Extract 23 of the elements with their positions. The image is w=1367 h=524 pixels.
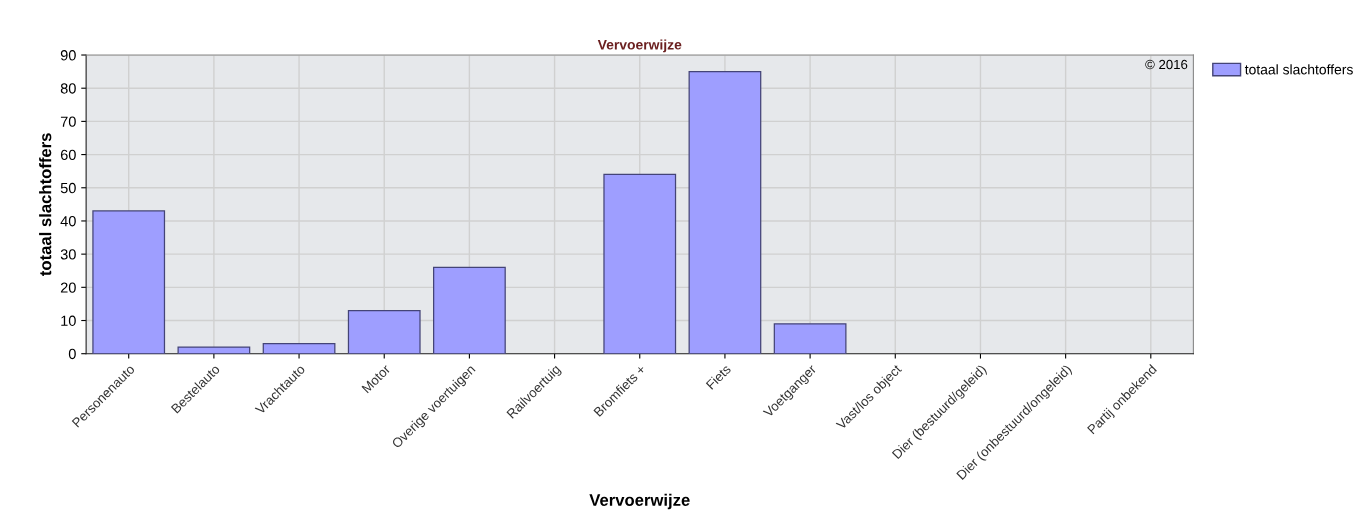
x-axis-title: Vervoerwijze: [589, 493, 690, 510]
y-tick-label: 20: [60, 282, 76, 293]
y-tick-label: 40: [60, 216, 76, 227]
bar: [262, 343, 336, 354]
y-tick-label: 80: [60, 83, 76, 94]
y-tick-label: 70: [60, 116, 76, 127]
annotation: © 2016: [1145, 59, 1188, 70]
y-axis-title: totaal slachtoffers: [39, 133, 52, 276]
y-tick-label: 60: [60, 149, 76, 161]
bar: [773, 323, 847, 354]
bar: [92, 210, 166, 354]
y-tick-label: 10: [61, 315, 76, 326]
y-tick-label: 90: [60, 50, 76, 61]
bar: [433, 266, 506, 354]
bar: [688, 70, 762, 354]
y-tick-label: 50: [60, 182, 76, 194]
y-tick-label: 30: [60, 249, 76, 260]
legend-label: totaal slachtoffers: [1244, 64, 1353, 75]
bar: [603, 173, 677, 354]
chart-title: Vervoerwijze: [597, 39, 682, 53]
bar: [347, 309, 421, 354]
y-tick-label: 0: [68, 348, 76, 360]
bar: [177, 346, 251, 354]
